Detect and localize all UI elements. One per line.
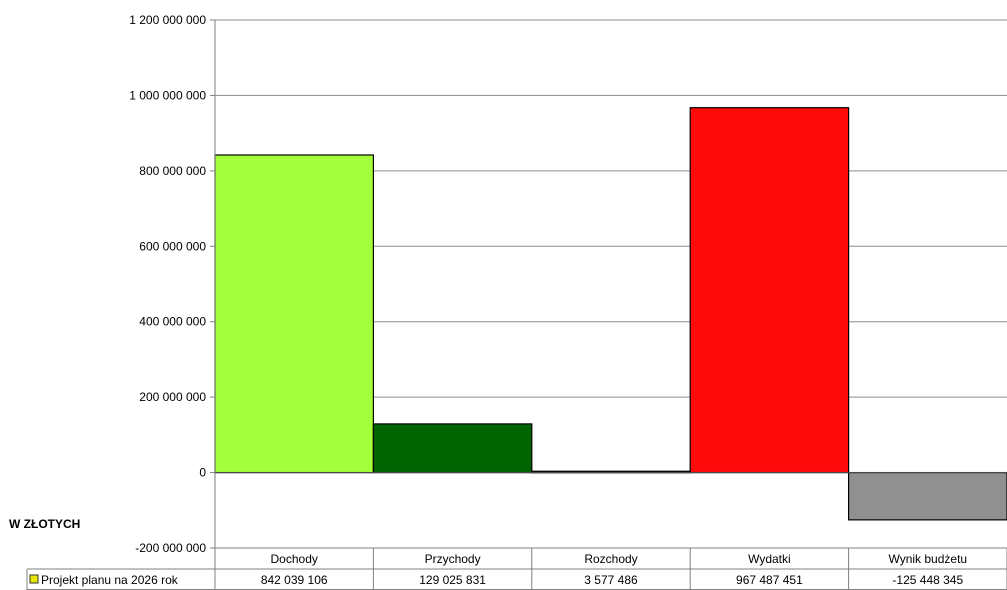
legend-series-name: Projekt planu na 2026 rok bbox=[41, 573, 179, 587]
y-tick-label: 1 000 000 000 bbox=[129, 88, 206, 102]
y-tick-label: 0 bbox=[199, 466, 206, 480]
bars bbox=[214, 107, 1007, 521]
category-label: Rozchody bbox=[584, 552, 637, 566]
y-axis: 1 200 000 000 1 000 000 000 800 000 000 600… bbox=[129, 13, 1007, 555]
data-label: 3 577 486 bbox=[584, 573, 638, 587]
y-tick-label: 600 000 000 bbox=[139, 239, 206, 253]
category-label: Wynik budżetu bbox=[888, 552, 967, 566]
bar-wynik-budżetu bbox=[847, 471, 1007, 521]
data-label: 129 025 831 bbox=[419, 573, 486, 587]
data-label: 967 487 451 bbox=[736, 573, 803, 587]
category-label: Przychody bbox=[425, 552, 481, 566]
category-label: Dochody bbox=[271, 552, 318, 566]
bar-wydatki bbox=[689, 107, 850, 474]
data-label: -125 448 345 bbox=[892, 573, 963, 587]
y-tick-label: 200 000 000 bbox=[139, 390, 206, 404]
legend-marker bbox=[29, 574, 39, 584]
y-tick-label: -200 000 000 bbox=[135, 541, 206, 555]
bar-dochody bbox=[214, 154, 374, 474]
y-tick-label: 1 200 000 000 bbox=[129, 13, 206, 27]
unit-label: W ZŁOTYCH bbox=[9, 517, 80, 531]
category-label: Wydatki bbox=[748, 552, 791, 566]
y-tick-label: 400 000 000 bbox=[139, 315, 206, 329]
data-label: 842 039 106 bbox=[261, 573, 328, 587]
bar-przychody bbox=[372, 423, 533, 474]
y-tick-label: 800 000 000 bbox=[139, 164, 206, 178]
